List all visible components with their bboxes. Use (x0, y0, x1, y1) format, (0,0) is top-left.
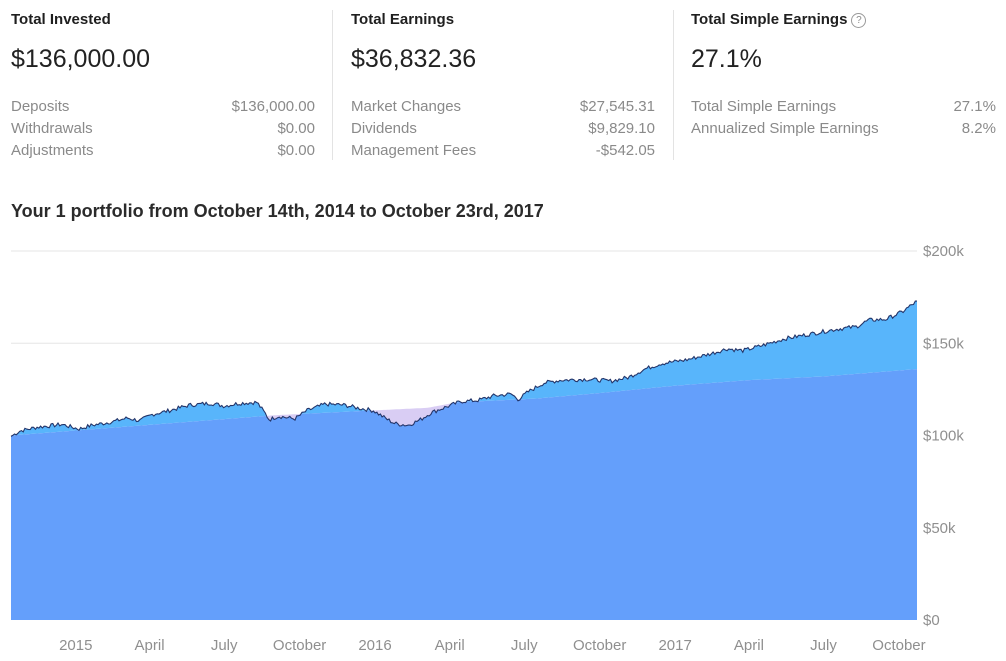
row-label: Management Fees (351, 142, 477, 159)
y-tick-label: $150k (923, 335, 964, 352)
total-earnings-title: Total Earnings (351, 11, 455, 28)
invested-area (11, 369, 917, 620)
row-label: Deposits (11, 98, 70, 115)
x-tick-label: July (511, 637, 538, 654)
management-fees-row: Management Fees -$542.05 (351, 140, 655, 162)
x-tick-label: October (872, 637, 925, 654)
x-tick-label: July (810, 637, 837, 654)
y-tick-label: $100k (923, 428, 964, 445)
row-value: -$542.05 (595, 142, 655, 159)
gain-area (11, 301, 917, 436)
row-label: Total Simple Earnings (691, 98, 837, 115)
chart-title: Your 1 portfolio from October 14th, 2014… (11, 201, 544, 221)
tick-labels: $0 $50k $100k $150k $200k 2015 April July Octobe… (59, 243, 964, 654)
total-simple-earnings-value: 27.1% (691, 45, 762, 73)
x-tick-label: April (135, 637, 165, 654)
y-tick-label: $200k (923, 243, 964, 260)
row-value: $0.00 (277, 120, 315, 137)
row-value: $27,545.31 (579, 98, 655, 115)
y-tick-label: $50k (923, 520, 956, 537)
row-label: Dividends (351, 120, 417, 137)
row-value: $9,829.10 (588, 120, 655, 137)
dividends-row: Dividends $9,829.10 (351, 118, 655, 140)
column-divider (332, 10, 333, 160)
y-tick-label: $0 (923, 612, 940, 629)
row-value: 8.2% (961, 120, 996, 137)
total-earnings-column: Total Earnings $36,832.36 Market Changes… (351, 10, 655, 160)
row-label: Market Changes (351, 98, 462, 115)
total-simple-earnings-title: Total Simple Earnings ? (691, 10, 996, 30)
x-tick-label: 2016 (358, 637, 391, 654)
x-tick-label: October (273, 637, 326, 654)
title-text: Total Simple Earnings (691, 11, 848, 28)
annualized-simple-earnings-row: Annualized Simple Earnings 8.2% (691, 118, 996, 140)
summary-panel: Total Invested $136,000.00 Deposits $136… (0, 0, 1006, 170)
row-value: $0.00 (277, 142, 315, 159)
total-invested-title: Total Invested (11, 11, 111, 28)
x-tick-label: October (573, 637, 626, 654)
row-label: Adjustments (11, 142, 94, 159)
x-tick-label: 2017 (658, 637, 691, 654)
market-changes-row: Market Changes $27,545.31 (351, 96, 655, 118)
x-tick-label: April (435, 637, 465, 654)
total-simple-earnings-column: Total Simple Earnings ? 27.1% Total Simp… (691, 10, 996, 160)
x-tick-label: April (734, 637, 764, 654)
column-divider (673, 10, 674, 160)
adjustments-row: Adjustments $0.00 (11, 140, 315, 162)
deposits-row: Deposits $136,000.00 (11, 96, 315, 118)
total-earnings-value: $36,832.36 (351, 45, 477, 73)
total-value-line (10, 300, 917, 437)
row-value: 27.1% (953, 98, 996, 115)
row-label: Withdrawals (11, 120, 93, 137)
question-circle-icon[interactable]: ? (851, 12, 867, 28)
portfolio-area-chart[interactable]: $0 $50k $100k $150k $200k 2015 April July Octobe… (0, 236, 1006, 661)
x-tick-label: 2015 (59, 637, 92, 654)
total-invested-column: Total Invested $136,000.00 Deposits $136… (11, 10, 315, 160)
withdrawals-row: Withdrawals $0.00 (11, 118, 315, 140)
total-invested-value: $136,000.00 (11, 45, 151, 73)
x-tick-label: July (211, 637, 238, 654)
row-label: Annualized Simple Earnings (691, 120, 879, 137)
row-value: $136,000.00 (231, 98, 315, 115)
area-layer (10, 300, 917, 620)
total-simple-earnings-row: Total Simple Earnings 27.1% (691, 96, 996, 118)
